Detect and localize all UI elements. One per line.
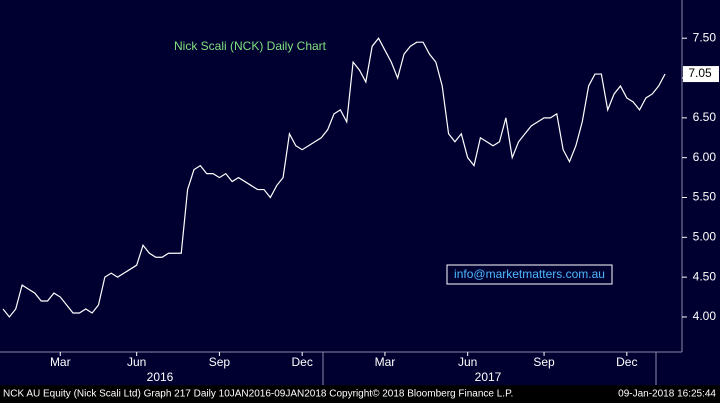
last-price-box: [683, 66, 719, 83]
y-tick-label: 4.50: [693, 269, 717, 283]
annotation: Nick Scali (NCK) Daily Chart: [174, 39, 327, 53]
y-tick-label: 4.00: [693, 309, 717, 323]
x-tick-label: Sep: [533, 355, 555, 369]
year-label: 2016: [147, 370, 174, 384]
contact: info@marketmatters.com.au: [454, 267, 605, 281]
y-tick-label: 6.00: [693, 150, 717, 164]
footer: NCK AU Equity (Nick Scali Ltd) Graph 217…: [3, 389, 513, 400]
x-tick-label: Sep: [209, 355, 231, 369]
contact-box: [446, 264, 613, 285]
y-tick-label: 6.50: [693, 110, 717, 124]
chart-background: [0, 0, 720, 385]
x-tick-label: Jun: [127, 355, 146, 369]
x-tick-label: Mar: [50, 355, 71, 369]
y-tick-label: 5.50: [693, 190, 717, 204]
y-tick-label: 7.50: [693, 30, 717, 44]
last-price-label: 7.05: [688, 66, 712, 80]
x-tick-label: Dec: [292, 355, 313, 369]
x-tick-label: Dec: [616, 355, 637, 369]
year-label: 2017: [475, 370, 502, 384]
x-tick-label: Jun: [458, 355, 477, 369]
y-tick-label: 5.00: [693, 229, 717, 243]
footer-time: 09-Jan-2018 16:25:44: [618, 389, 716, 400]
x-tick-label: Mar: [375, 355, 396, 369]
price-line: [2, 37, 666, 318]
